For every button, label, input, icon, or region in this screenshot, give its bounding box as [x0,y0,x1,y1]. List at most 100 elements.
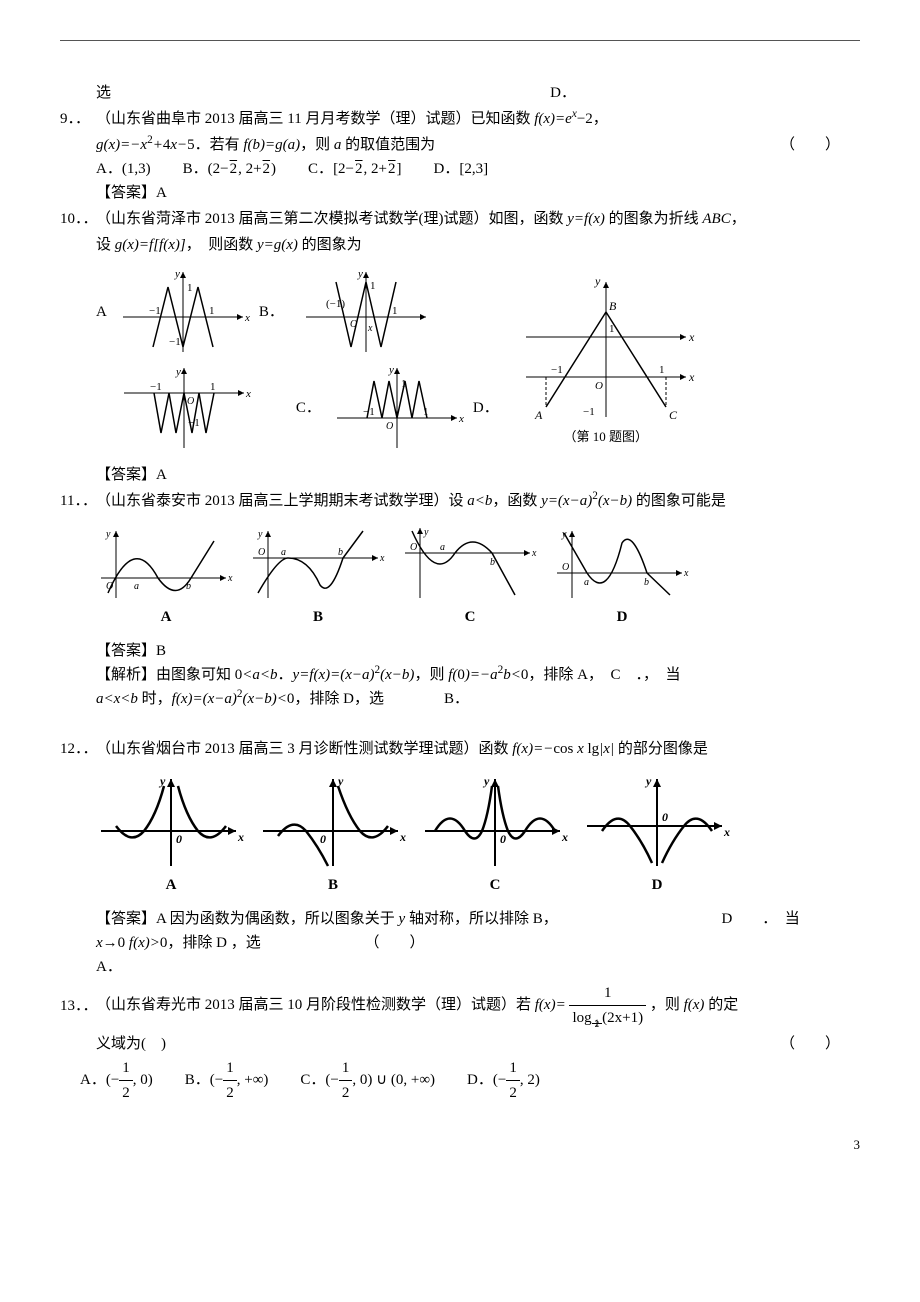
q11-fig-b: O a b x y [248,523,388,603]
q11-label-c: C [400,605,540,629]
svg-text:O: O [595,380,603,392]
svg-text:b: b [644,577,649,588]
q9-gx: g(x)=−x2+4x−5 [96,137,195,153]
q13-number: 13．． [60,994,96,1018]
prev-continuation: 选 D． [96,81,576,105]
svg-text:a: a [440,542,445,553]
svg-text:x: x [688,370,695,384]
q9-paren: （ ） [780,133,840,157]
q12-label-c: C [420,873,570,897]
svg-text:x: x [531,548,537,559]
svg-text:O: O [258,547,265,558]
q10-answer: 【答案】A [96,463,860,487]
q10-fig-4: x y −11 1 O [327,363,467,453]
q10-main-caption: （第 10 题图） [511,427,701,448]
svg-text:1: 1 [370,280,376,292]
q11-fig-c: O a b x y [400,523,540,603]
svg-text:−1: −1 [149,305,161,317]
q12-ans2: x→0 f(x)>0，排除 D ，选 （ ） [96,931,860,955]
q10: 10．． （山东省菏泽市 2013 届高三第二次模拟考试数学(理)试题）如图，函… [60,207,860,231]
q12: 12．． （山东省烟台市 2013 届高三 3 月诊断性测试数学理试题）函数 f… [60,737,860,761]
q12-label-d: D [582,873,732,897]
q10-line2: 设 g(x)=f[f(x)]， 则函数 y=g(x) 的图象为 [96,233,860,257]
q11-jiexi2: a<x<b 时，f(x)=(x−a)2(x−b)<0，排除 D，选 B． [96,687,860,711]
svg-text:1: 1 [609,323,615,335]
q12-figures: 0 y x A 0 y x B 0 y x C [96,771,860,897]
q9-fx: f(x)=ex−2 [534,111,593,127]
svg-text:−1: −1 [583,406,595,418]
q11-body: （山东省泰安市 2013 届高三上学期期末考试数学理）设 a<b，函数 y=(x… [96,489,860,513]
svg-text:B: B [609,299,617,313]
q9-options: A．(1,3) B．(2−2, 2+2) C．[2−2, 2+2] D．[2,3… [96,157,860,181]
q9-opt-d: D．[2,3] [434,157,489,181]
svg-text:x: x [458,413,464,425]
svg-text:a: a [134,581,139,592]
q12-number: 12．． [60,737,96,761]
xuan-label: 选 [96,81,111,105]
q9-opt-b: B．(2−2, 2+2) [183,157,276,181]
q12-fig-a: 0 y x [96,771,246,871]
svg-text:O: O [187,396,194,407]
q9-answer: 【答案】A [96,181,860,205]
q10-fig-2: x y −11 −1 O [114,363,254,453]
q10-label-a: A [96,300,107,324]
q13-line2: 义域为( ) （ ） [96,1032,860,1056]
svg-text:O: O [410,542,417,553]
q11-label-a: A [96,605,236,629]
q10-fig-1: x y −11 1−1 [113,267,253,357]
q11-fig-a: O a b x y [96,523,236,603]
svg-text:x: x [561,830,568,844]
page-number: 3 [60,1135,860,1156]
svg-text:y: y [594,274,601,288]
q11-figures: O a b x y A O a b x y B O a b x y [96,523,860,629]
svg-text:y: y [257,529,263,540]
q10-body: （山东省菏泽市 2013 届高三第二次模拟考试数学(理)试题）如图，函数 y=f… [96,207,860,231]
svg-text:O: O [386,421,393,432]
q10-main-figure: x x y B A C 1 −1 1 O −1 （第 10 题图） [511,267,701,448]
q10-label-d: D． [473,396,499,420]
svg-text:1: 1 [187,282,193,294]
svg-text:y: y [357,268,363,280]
q10-figures: A x y −11 1−1 B． x y −11 −1 O [96,267,860,453]
svg-text:x: x [379,553,385,564]
q11-answer: 【答案】B [96,639,860,663]
q12-label-b: B [258,873,408,897]
q13-opt-d: D．(−12, 2) [467,1056,540,1105]
svg-text:y: y [644,774,652,788]
q11-label-b: B [248,605,388,629]
svg-text:−1: −1 [169,336,181,348]
svg-text:−1: −1 [150,381,162,393]
svg-text:y: y [482,774,490,788]
q10-label-c: C． [296,396,321,420]
q11-fig-d: O a b x y [552,523,692,603]
q13-opt-c: C．(−12, 0) ∪ (0, +∞) [300,1056,435,1105]
svg-text:x: x [688,330,695,344]
q12-ans1: 【答案】A 因为函数为偶函数，所以图象关于 y 轴对称，所以排除 B， D ． … [96,907,860,931]
svg-text:y: y [158,774,166,788]
q9-opt-a: A．(1,3) [96,157,151,181]
svg-text:1: 1 [210,381,216,393]
q9-line2: g(x)=−x2+4x−5．若有 f(b)=g(a)，则 a 的取值范围为 （ … [96,133,860,157]
svg-text:0: 0 [176,832,182,846]
svg-text:A: A [534,408,543,422]
svg-text:y: y [174,268,180,280]
q11: 11．． （山东省泰安市 2013 届高三上学期期末考试数学理）设 a<b，函数… [60,489,860,513]
svg-text:−1: −1 [551,364,563,376]
q9-body: （山东省曲阜市 2013 届高三 11 月月考数学（理）试题）已知函数 f(x)… [96,107,860,131]
svg-text:0: 0 [320,832,326,846]
q11-number: 11．． [60,489,96,513]
q12-ans3: A． [96,955,860,979]
svg-text:O: O [562,562,569,573]
q10-number: 10．． [60,207,96,231]
q13-opt-a: A．(−12, 0) [80,1056,153,1105]
svg-text:x: x [227,573,233,584]
q12-body: （山东省烟台市 2013 届高三 3 月诊断性测试数学理试题）函数 f(x)=−… [96,737,860,761]
q13: 13．． （山东省寿光市 2013 届高三 10 月阶段性检测数学（理）试题）若… [60,981,860,1030]
svg-text:x: x [244,312,250,324]
svg-text:y: y [336,774,344,788]
q9-source: （山东省曲阜市 2013 届高三 11 月月考数学（理）试题）已知函数 [96,111,530,127]
svg-text:a: a [584,577,589,588]
svg-text:y: y [105,529,111,540]
q11-jiexi1: 【解析】由图象可知 0<a<b．y=f(x)=(x−a)2(x−b)，则 f(0… [96,663,860,687]
q10-fig-3: y (−1)1 1 O x [296,267,436,357]
